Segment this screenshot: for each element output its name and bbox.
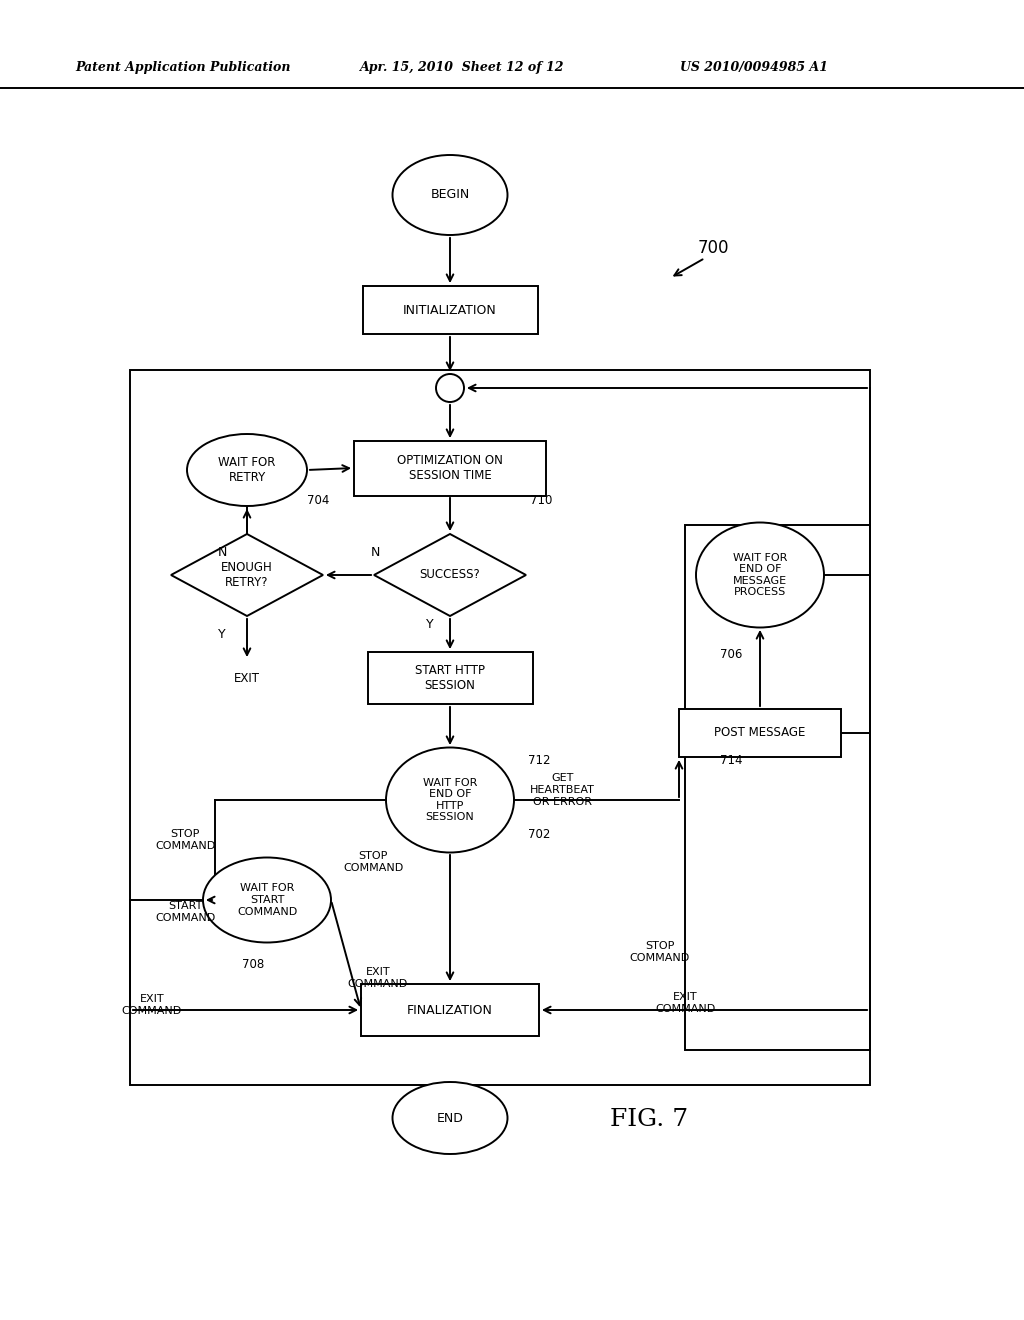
Text: BEGIN: BEGIN — [430, 189, 470, 202]
Ellipse shape — [187, 434, 307, 506]
Text: WAIT FOR
RETRY: WAIT FOR RETRY — [218, 455, 275, 484]
Polygon shape — [171, 535, 323, 616]
Text: POST MESSAGE: POST MESSAGE — [715, 726, 806, 739]
Text: Y: Y — [218, 628, 226, 642]
Polygon shape — [374, 535, 526, 616]
Text: 714: 714 — [720, 754, 742, 767]
FancyBboxPatch shape — [679, 709, 841, 756]
Text: START HTTP
SESSION: START HTTP SESSION — [415, 664, 485, 692]
Text: EXIT
COMMAND: EXIT COMMAND — [122, 994, 182, 1016]
Text: US 2010/0094985 A1: US 2010/0094985 A1 — [680, 62, 828, 74]
Text: SUCCESS?: SUCCESS? — [420, 569, 480, 582]
Ellipse shape — [386, 747, 514, 853]
Text: STOP
COMMAND: STOP COMMAND — [343, 851, 403, 873]
Text: EXIT: EXIT — [234, 672, 260, 685]
Text: 712: 712 — [528, 754, 551, 767]
Text: 702: 702 — [528, 829, 550, 842]
Text: WAIT FOR
END OF
MESSAGE
PROCESS: WAIT FOR END OF MESSAGE PROCESS — [733, 553, 787, 598]
Text: WAIT FOR
END OF
HTTP
SESSION: WAIT FOR END OF HTTP SESSION — [423, 777, 477, 822]
Text: 700: 700 — [698, 239, 729, 257]
Text: GET
HEARTBEAT
OR ERROR: GET HEARTBEAT OR ERROR — [530, 774, 595, 807]
Text: N: N — [371, 545, 380, 558]
Ellipse shape — [696, 523, 824, 627]
Text: N: N — [217, 545, 226, 558]
FancyBboxPatch shape — [362, 286, 538, 334]
Text: WAIT FOR
START
COMMAND: WAIT FOR START COMMAND — [237, 883, 297, 916]
FancyBboxPatch shape — [361, 983, 539, 1036]
Text: Apr. 15, 2010  Sheet 12 of 12: Apr. 15, 2010 Sheet 12 of 12 — [360, 62, 564, 74]
Text: EXIT
COMMAND: EXIT COMMAND — [348, 968, 409, 989]
Text: STOP
COMMAND: STOP COMMAND — [155, 829, 215, 851]
Ellipse shape — [203, 858, 331, 942]
Text: ENOUGH
RETRY?: ENOUGH RETRY? — [221, 561, 272, 589]
Text: START
COMMAND: START COMMAND — [155, 902, 215, 923]
Text: INITIALIZATION: INITIALIZATION — [403, 304, 497, 317]
Text: 704: 704 — [307, 494, 330, 507]
Text: STOP
COMMAND: STOP COMMAND — [630, 941, 690, 962]
Text: Y: Y — [426, 619, 434, 631]
FancyBboxPatch shape — [354, 441, 546, 495]
Text: END: END — [436, 1111, 464, 1125]
Text: 706: 706 — [720, 648, 742, 661]
Text: EXIT
COMMAND: EXIT COMMAND — [655, 993, 715, 1014]
Ellipse shape — [392, 154, 508, 235]
Text: FIG. 7: FIG. 7 — [610, 1109, 688, 1131]
Text: 708: 708 — [242, 958, 264, 972]
Ellipse shape — [392, 1082, 508, 1154]
Text: Patent Application Publication: Patent Application Publication — [75, 62, 291, 74]
Text: OPTIMIZATION ON
SESSION TIME: OPTIMIZATION ON SESSION TIME — [397, 454, 503, 482]
Text: 710: 710 — [530, 494, 552, 507]
FancyBboxPatch shape — [368, 652, 532, 704]
Text: FINALIZATION: FINALIZATION — [408, 1003, 493, 1016]
Circle shape — [436, 374, 464, 403]
